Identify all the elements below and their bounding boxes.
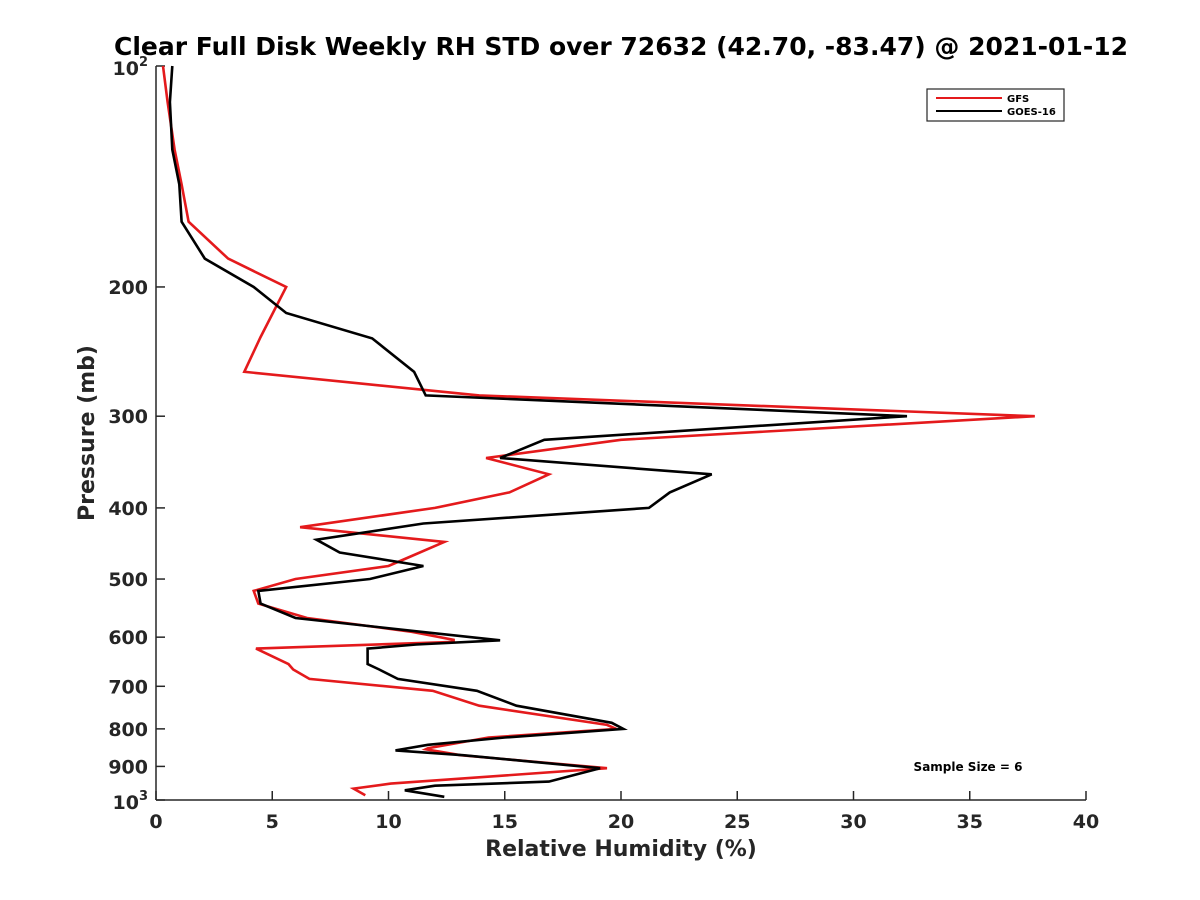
legend: GFS GOES-16 xyxy=(926,88,1065,122)
y-tick-label: 300 xyxy=(108,406,148,428)
series-line-goes16 xyxy=(168,65,908,799)
series-layer xyxy=(161,65,1035,799)
series-line-gfs xyxy=(161,65,1035,797)
legend-label-goes16: GOES-16 xyxy=(1007,107,1056,118)
x-tick-label: 10 xyxy=(375,811,401,833)
y-tick-label: 103 xyxy=(113,789,149,814)
y-tick-label: 800 xyxy=(108,719,148,741)
x-tick-label: 20 xyxy=(608,811,634,833)
y-tick-label: 400 xyxy=(108,498,148,520)
y-tick-label: 500 xyxy=(108,569,148,591)
legend-label-gfs: GFS xyxy=(1007,94,1029,105)
chart-title: Clear Full Disk Weekly RH STD over 72632… xyxy=(114,32,1128,61)
x-axis-label: Relative Humidity (%) xyxy=(485,837,757,862)
y-axis-label: Pressure (mb) xyxy=(75,345,100,521)
x-tick-label: 15 xyxy=(492,811,518,833)
y-tick-label: 900 xyxy=(108,756,148,778)
x-tick-label: 30 xyxy=(840,811,866,833)
x-tick-label: 40 xyxy=(1073,811,1099,833)
y-axis-ticks: 102 200 300 400 500 600 700 800 900 103 xyxy=(108,55,165,814)
x-tick-label: 0 xyxy=(149,811,162,833)
x-tick-label: 5 xyxy=(266,811,279,833)
x-tick-label: 25 xyxy=(724,811,750,833)
y-tick-label: 102 xyxy=(113,55,149,80)
legend-box xyxy=(926,88,1065,122)
y-tick-label: 700 xyxy=(108,676,148,698)
sample-size-annotation: Sample Size = 6 xyxy=(914,760,1023,774)
y-tick-label: 600 xyxy=(108,627,148,649)
x-axis-ticks: 0 5 10 15 20 25 30 35 40 xyxy=(149,791,1099,833)
y-tick-label: 200 xyxy=(108,277,148,299)
x-tick-label: 35 xyxy=(957,811,983,833)
